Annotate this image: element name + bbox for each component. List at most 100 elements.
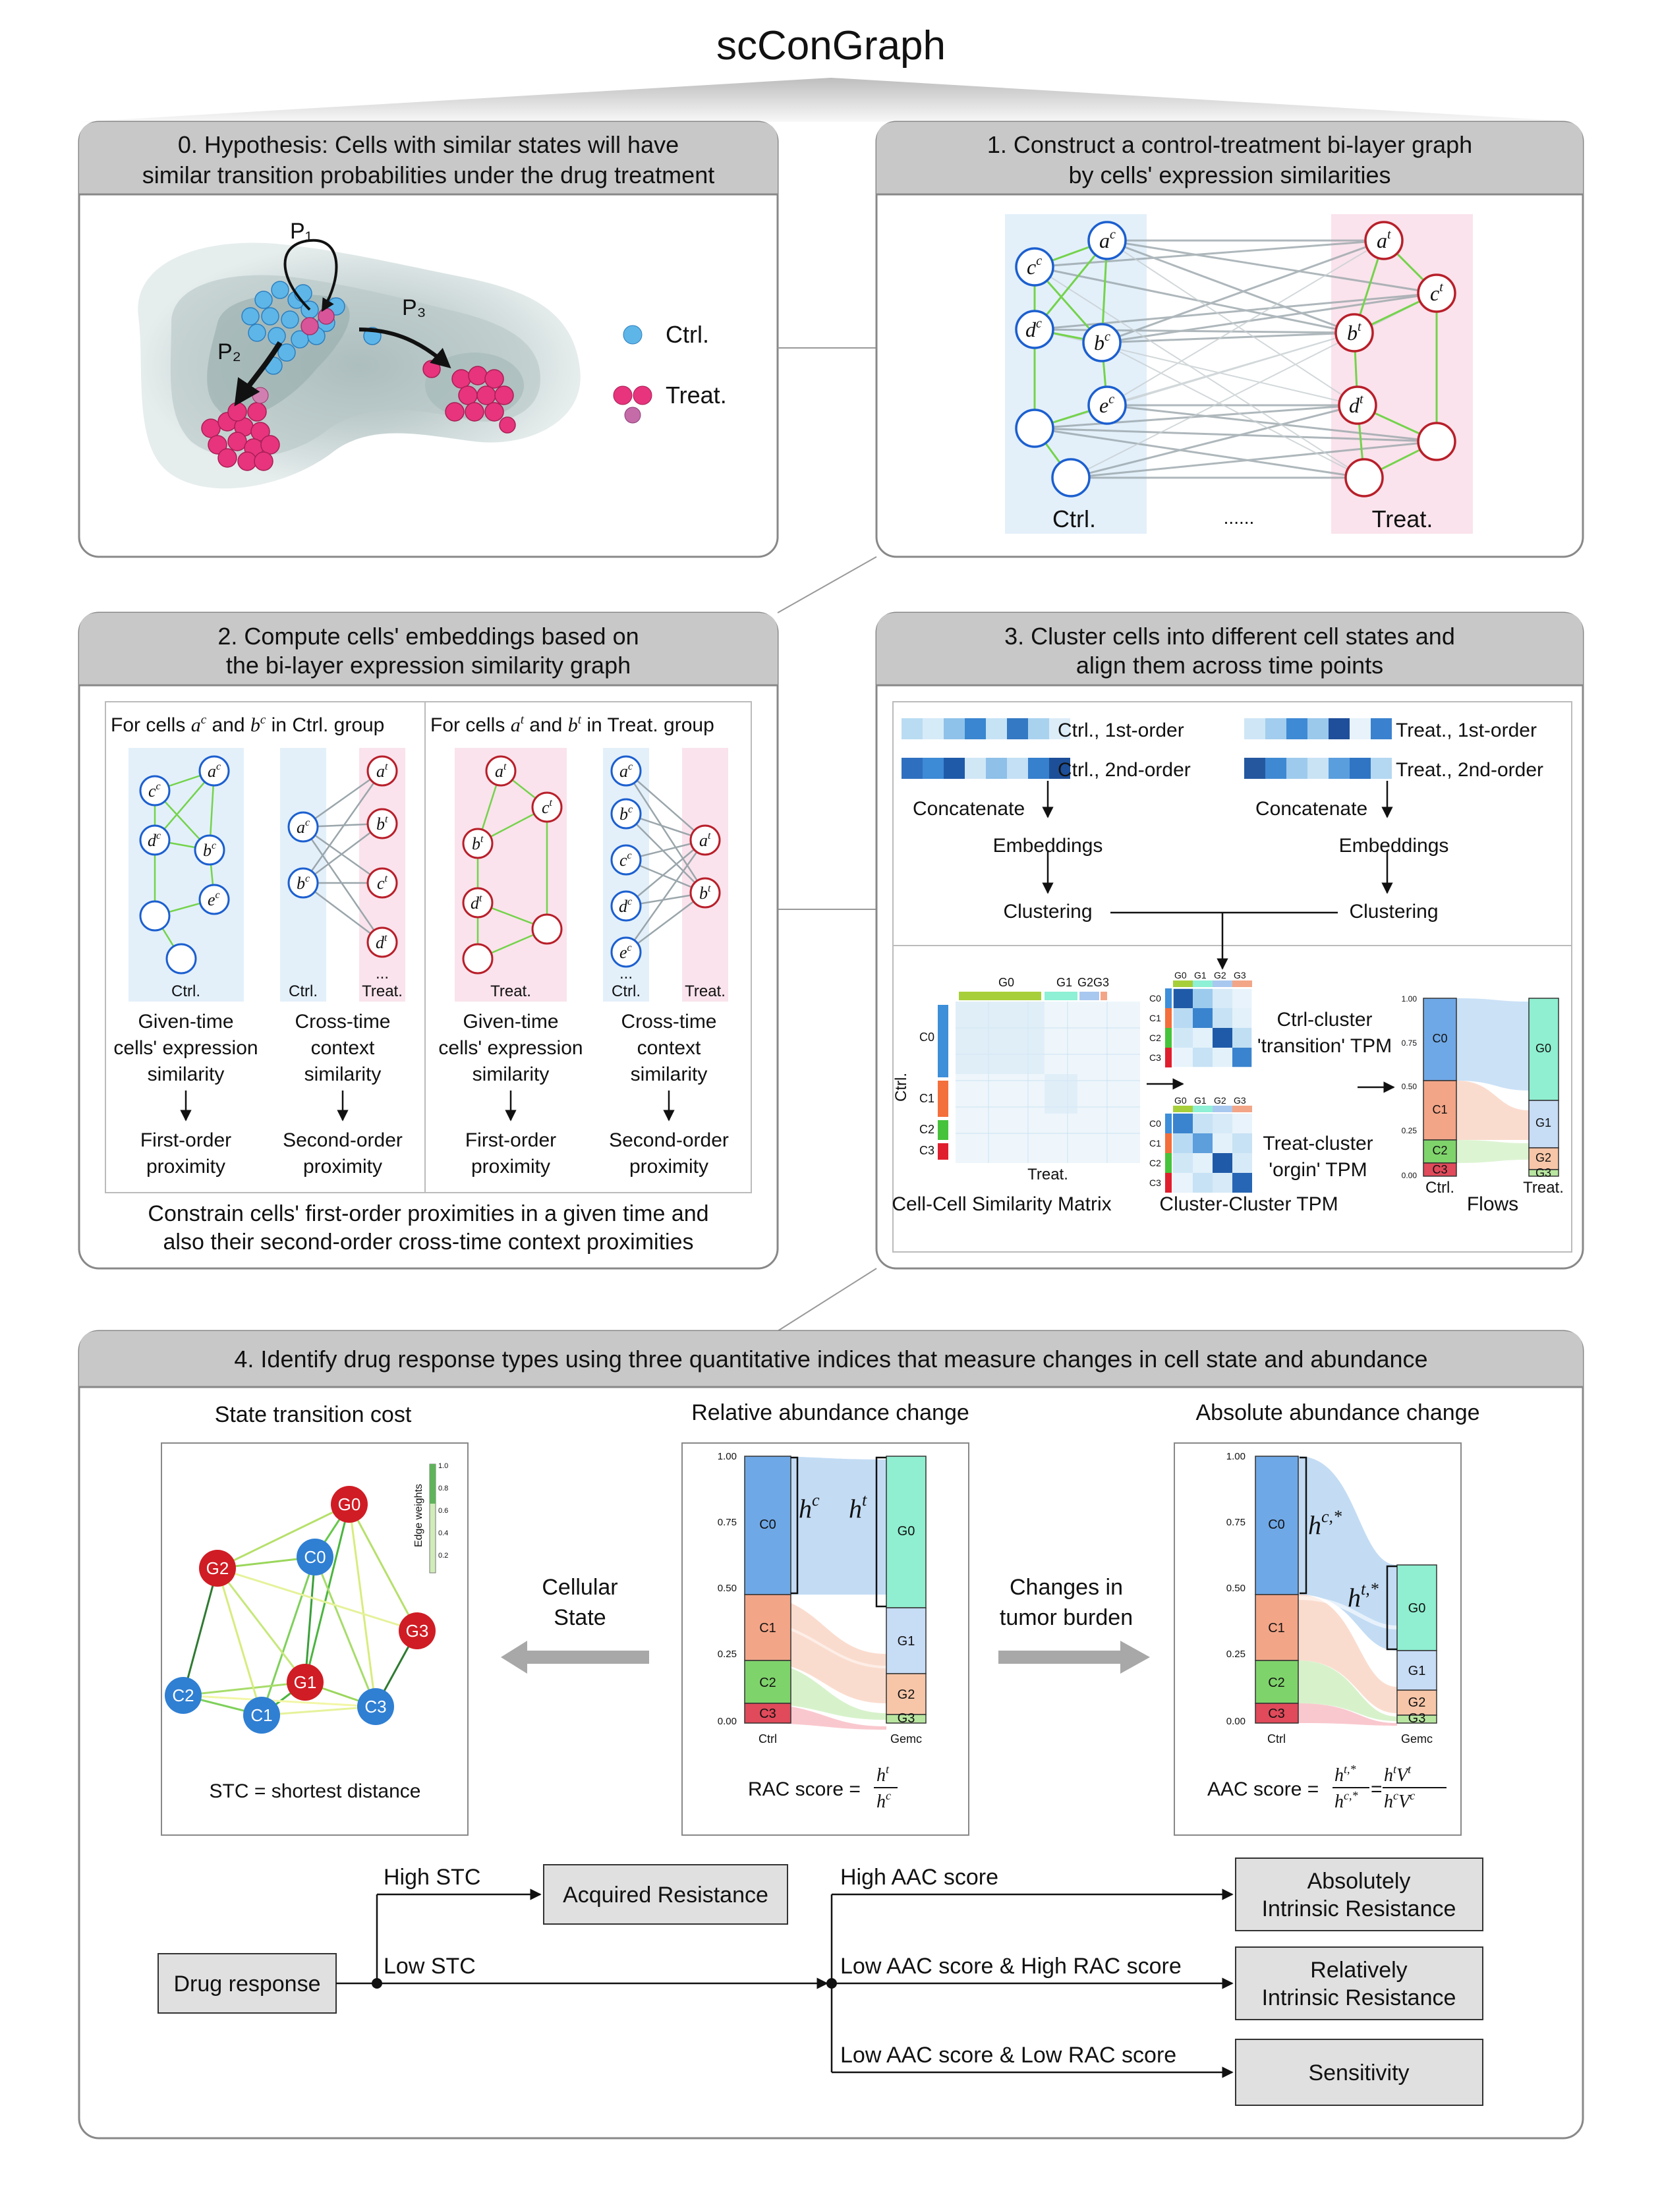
svg-text:0.00: 0.00: [1402, 1171, 1418, 1180]
high-stc-label: High STC: [384, 1865, 480, 1890]
panel-3-header-line1: 3. Cluster cells into different cell sta…: [1004, 623, 1455, 650]
absolute-resistance-box: [1235, 1858, 1483, 1931]
ctrl-1st-order-label: Ctrl., 1st-order: [1058, 720, 1184, 741]
svg-text:C3: C3: [364, 1697, 386, 1716]
treat-clustering: Clustering: [1349, 901, 1438, 922]
panel-0-header-line1: 0. Hypothesis: Cells with similar states…: [178, 131, 679, 158]
svg-text:G3: G3: [898, 1711, 915, 1726]
svg-text:C0: C0: [1149, 1118, 1161, 1129]
p1-label: P₁: [290, 219, 312, 244]
col2-graph: ac bc at bt ct dt ... Ctrl. Treat.: [280, 748, 405, 1002]
svg-text:C0: C0: [1432, 1032, 1447, 1045]
svg-text:G0: G0: [338, 1494, 361, 1514]
svg-text:C1: C1: [1268, 1621, 1285, 1635]
svg-text:G0: G0: [898, 1524, 915, 1539]
relative-resistance-box: [1235, 1946, 1483, 2020]
ctrl-group-caption: For cells ac and bc in Ctrl. group: [111, 713, 384, 736]
svg-text:C3: C3: [919, 1144, 934, 1157]
svg-text:C2: C2: [1268, 1676, 1285, 1690]
svg-text:C3: C3: [1149, 1177, 1161, 1188]
p1-self-loop-arrow: [283, 239, 338, 312]
svg-text:Treat.: Treat.: [362, 982, 403, 1000]
svg-text:Edge weights: Edge weights: [413, 1484, 424, 1547]
prox3-caption: First-order proximity: [465, 1129, 556, 1177]
sensitivity-label: Sensitivity: [1308, 2060, 1409, 2085]
svg-text:ht: ht: [849, 1490, 867, 1523]
svg-text:G2: G2: [1535, 1151, 1551, 1164]
ctrl-2nd-order-label: Ctrl., 2nd-order: [1058, 759, 1191, 781]
ctrl-nodes: [1015, 221, 1127, 497]
svg-text:Ctrl: Ctrl: [759, 1732, 777, 1745]
svg-text:G0: G0: [998, 976, 1014, 989]
ctrl-concatenate: Concatenate: [913, 798, 1025, 820]
cellular-state-arrow: [501, 1641, 649, 1674]
ctrl-layer-label: Ctrl.: [1052, 505, 1096, 532]
svg-text:Ctrl.: Ctrl.: [612, 982, 641, 1000]
prox1-caption: First-order proximity: [140, 1129, 231, 1177]
legend-ctrl-dot: [623, 325, 643, 345]
treat-2nd-order-label: Treat., 2nd-order: [1396, 759, 1543, 781]
ctrl-clustering: Clustering: [1003, 901, 1092, 922]
treat-1st-order-bar: [1244, 718, 1392, 739]
svg-text:C2: C2: [1149, 1158, 1161, 1168]
treat-2nd-order-bar: [1244, 758, 1392, 779]
svg-text:G2: G2: [1214, 970, 1226, 980]
node-d-ctrl: dc: [1025, 316, 1042, 341]
svg-text:C2: C2: [172, 1686, 194, 1705]
matrix-caption: Cell-Cell Similarity Matrix: [892, 1193, 1111, 1215]
treat-nodes: [1334, 221, 1456, 497]
svg-text:1.00: 1.00: [718, 1451, 737, 1462]
treat-1st-order-label: Treat., 1st-order: [1396, 720, 1537, 741]
svg-text:Ctrl: Ctrl: [1267, 1732, 1286, 1745]
svg-text:G2: G2: [206, 1558, 229, 1578]
panel-2-header-line1: 2. Compute cells' embeddings based on: [217, 623, 639, 650]
svg-text:Gemc: Gemc: [890, 1732, 922, 1745]
svg-text:G1: G1: [898, 1634, 915, 1649]
svg-text:...: ...: [376, 965, 389, 982]
drug-response-label: Drug response: [173, 1971, 320, 1997]
aac-title: Absolute abundance change: [1195, 1400, 1479, 1425]
svg-text:0.75: 0.75: [1402, 1038, 1418, 1048]
panel-0-header-line2: similar transition probabilities under t…: [142, 161, 714, 188]
treat-embeddings: Embeddings: [1339, 835, 1449, 857]
svg-text:Ctrl.: Ctrl.: [892, 1073, 910, 1102]
tumor-burden-arrow: [998, 1641, 1150, 1674]
cell-cell-similarity-matrix: G0 G1 G2G3 C0 C1 C2 C3 Ctrl. Treat.: [892, 976, 1140, 1183]
svg-text:G3: G3: [1234, 1095, 1246, 1106]
svg-text:G1: G1: [294, 1672, 317, 1692]
cellular-state-label: Cellular State: [542, 1575, 617, 1630]
svg-text:C3: C3: [1432, 1163, 1447, 1176]
svg-text:C3: C3: [1268, 1707, 1285, 1721]
panel-2-footer-line1: Constrain cells' first-order proximities…: [148, 1201, 708, 1226]
svg-text:G3: G3: [1408, 1711, 1426, 1726]
svg-text:C1: C1: [250, 1705, 272, 1725]
svg-text:hc: hc: [799, 1490, 820, 1523]
more-ellipsis: ......: [1224, 507, 1255, 528]
treat-layer-label: Treat.: [1372, 505, 1433, 532]
svg-text:0.2: 0.2: [438, 1552, 448, 1560]
low-aac-high-rac-label: Low AAC score & High RAC score: [840, 1954, 1182, 1979]
p2-arrow: [234, 341, 283, 407]
svg-text:C2: C2: [1432, 1144, 1447, 1157]
svg-text:0.25: 0.25: [1402, 1126, 1418, 1135]
svg-text:G1: G1: [1408, 1664, 1426, 1678]
svg-text:0.25: 0.25: [1226, 1649, 1246, 1660]
svg-text:htVt: htVt: [1384, 1763, 1412, 1786]
svg-text:G3: G3: [1234, 970, 1246, 980]
figure-title: scConGraph: [716, 23, 946, 69]
svg-text:C0: C0: [1149, 993, 1161, 1004]
svg-text:G2: G2: [898, 1687, 915, 1702]
svg-text:C2: C2: [1149, 1033, 1161, 1043]
rac-score-formula: RAC score =: [748, 1778, 861, 1800]
relative-resistance-label: Relatively Intrinsic Resistance: [1262, 1958, 1456, 2010]
svg-text:0.75: 0.75: [718, 1517, 737, 1528]
ctrl-embeddings: Embeddings: [993, 835, 1103, 857]
svg-text:C1: C1: [1149, 1013, 1161, 1023]
legend-treat-dots: [613, 385, 652, 424]
panel-3-clustering: 3. Cluster cells into different cell sta…: [875, 611, 1584, 1270]
svg-text:...: ...: [619, 965, 633, 982]
tumor-burden-label: Changes in tumor burden: [1000, 1575, 1133, 1630]
svg-text:G1: G1: [1194, 970, 1207, 980]
treat-tpm-label: Treat-cluster'orgin' TPM: [1263, 1133, 1373, 1181]
svg-text:1.0: 1.0: [438, 1462, 448, 1470]
